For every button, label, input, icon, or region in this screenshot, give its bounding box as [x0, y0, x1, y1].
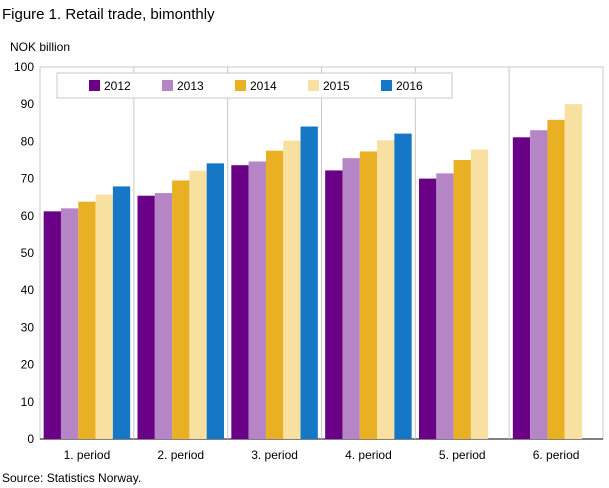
bar-2013-2 — [154, 193, 173, 439]
legend-label-2014: 2014 — [250, 79, 277, 93]
x-axis-ticks: 1. period 2. period 3. period 4. period 5. p… — [64, 448, 580, 462]
bar-2016-4 — [394, 133, 412, 439]
bar-2015-6 — [564, 104, 583, 439]
y-tick-label: 90 — [21, 97, 35, 111]
bar-2015-2 — [189, 170, 207, 439]
bar-2014-3 — [265, 150, 284, 439]
y-tick-label: 20 — [21, 358, 35, 372]
x-tick-label: 3. period — [251, 448, 298, 462]
bar-2014-2 — [172, 180, 190, 439]
y-tick-label: 10 — [21, 395, 35, 409]
bar-2012-2 — [137, 195, 155, 439]
legend-swatch-2013 — [162, 80, 173, 91]
bar-2015-1 — [95, 194, 113, 439]
x-tick-label: 6. period — [533, 448, 580, 462]
x-tick-label: 1. period — [64, 448, 111, 462]
legend-label-2013: 2013 — [177, 79, 204, 93]
y-axis-label: NOK billion — [10, 40, 70, 54]
x-tick-label: 5. period — [439, 448, 486, 462]
plot-frame — [39, 66, 604, 440]
y-tick-label: 50 — [21, 246, 35, 260]
bar-2012-5 — [419, 178, 437, 439]
y-axis-ticks: 0 10 20 30 40 50 60 70 80 90 100 — [14, 60, 34, 446]
bar-2013-4 — [342, 158, 360, 439]
bar-2015-4 — [377, 140, 395, 439]
bars — [43, 104, 583, 440]
bar-2012-6 — [512, 137, 531, 440]
y-tick-label: 80 — [21, 134, 35, 148]
bar-2012-1 — [43, 211, 61, 439]
legend-label-2012: 2012 — [104, 79, 131, 93]
legend-label-2016: 2016 — [396, 79, 423, 93]
bar-2015-3 — [283, 140, 301, 439]
bar-2013-3 — [248, 161, 266, 439]
legend: 2012 2013 2014 2015 2016 — [56, 72, 453, 99]
chart-title: Figure 1. Retail trade, bimonthly — [2, 6, 215, 23]
bar-2013-6 — [530, 130, 548, 440]
bar-2013-1 — [60, 208, 79, 439]
legend-swatch-2012 — [89, 80, 100, 91]
y-tick-label: 0 — [27, 432, 34, 446]
bar-2014-6 — [547, 119, 565, 439]
legend-label-2015: 2015 — [323, 79, 350, 93]
bar-2014-4 — [359, 151, 378, 439]
bar-2014-1 — [78, 201, 96, 439]
bar-2016-3 — [300, 126, 318, 440]
legend-swatch-2016 — [381, 80, 392, 91]
y-tick-label: 60 — [21, 209, 35, 223]
bar-2012-3 — [231, 165, 249, 439]
bar-2016-1 — [112, 186, 131, 439]
bar-2013-5 — [436, 173, 454, 439]
legend-swatch-2015 — [308, 80, 319, 91]
y-tick-label: 40 — [21, 283, 35, 297]
x-tick-label: 2. period — [157, 448, 204, 462]
y-tick-label: 30 — [21, 320, 35, 334]
bar-2016-2 — [206, 163, 224, 439]
bar-2015-5 — [470, 149, 489, 440]
bar-2012-4 — [325, 170, 343, 439]
bar-2014-5 — [453, 160, 471, 439]
y-tick-label: 70 — [21, 172, 35, 186]
source-note: Source: Statistics Norway. — [2, 471, 142, 485]
legend-swatch-2014 — [235, 80, 246, 91]
y-tick-label: 100 — [14, 60, 34, 74]
x-tick-label: 4. period — [345, 448, 392, 462]
